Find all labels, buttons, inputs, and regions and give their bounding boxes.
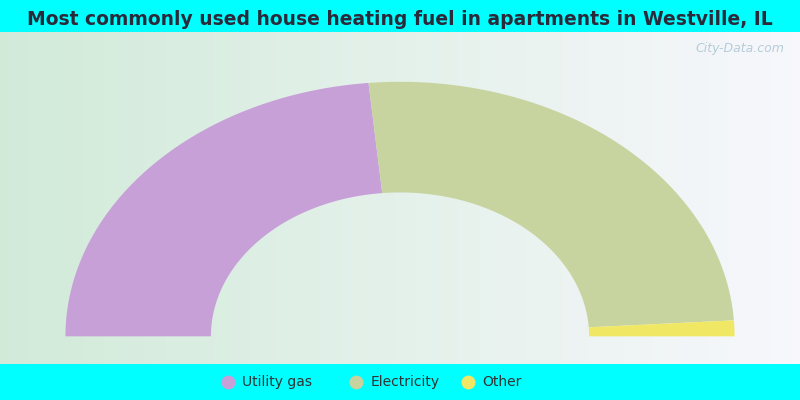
Polygon shape <box>589 320 734 336</box>
Text: City-Data.com: City-Data.com <box>695 42 784 55</box>
Polygon shape <box>66 83 382 336</box>
Polygon shape <box>369 82 734 327</box>
Text: Most commonly used house heating fuel in apartments in Westville, IL: Most commonly used house heating fuel in… <box>27 10 773 29</box>
Text: Utility gas: Utility gas <box>242 375 312 389</box>
Text: Electricity: Electricity <box>370 375 439 389</box>
Text: Other: Other <box>482 375 522 389</box>
